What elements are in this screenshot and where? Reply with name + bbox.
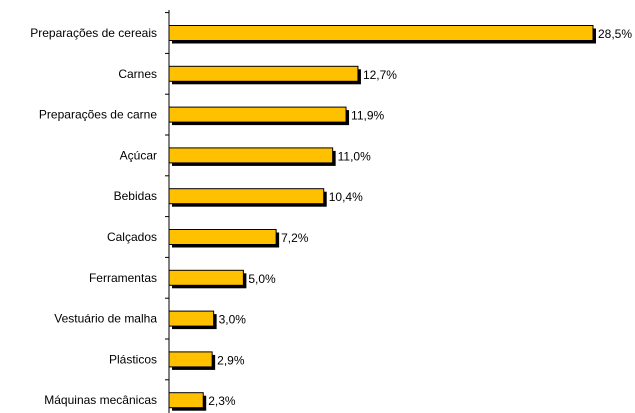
- data-label: 2,3%: [208, 394, 236, 408]
- bar: [168, 147, 334, 164]
- data-label: 5,0%: [248, 272, 276, 286]
- category-label: Plásticos: [109, 352, 157, 366]
- category-label: Calçados: [107, 230, 157, 244]
- bars-group: [168, 25, 596, 411]
- category-label: Vestuário de malha: [54, 312, 157, 326]
- bar: [168, 269, 244, 286]
- category-labels-group: Preparações de cereais Carnes Preparações …: [30, 26, 157, 407]
- data-label: 12,7%: [363, 68, 397, 82]
- data-label: 28,5%: [598, 27, 632, 41]
- category-label: Máquinas mecânicas: [44, 393, 157, 407]
- category-label: Preparações de cereais: [30, 26, 157, 40]
- data-label: 10,4%: [329, 190, 363, 204]
- category-label: Carnes: [118, 67, 157, 81]
- category-label: Açúcar: [120, 148, 157, 162]
- bar: [168, 310, 215, 327]
- bar: [168, 229, 277, 245]
- category-axis-ticks: [165, 12, 169, 381]
- category-label: Bebidas: [114, 189, 157, 203]
- bar: [168, 188, 325, 205]
- data-label: 7,2%: [281, 231, 309, 245]
- bar: [168, 106, 347, 123]
- data-label: 11,0%: [338, 149, 371, 163]
- category-label: Preparações de carne: [39, 108, 157, 122]
- bar: [168, 392, 204, 409]
- bar: [168, 351, 213, 368]
- category-label: Ferramentas: [89, 271, 157, 285]
- data-label: 2,9%: [217, 353, 245, 367]
- bar: [168, 25, 594, 41]
- data-label: 3,0%: [219, 313, 247, 327]
- data-label: 11,9%: [351, 109, 384, 123]
- data-labels-group: 28,5% 12,7% 11,9% 11,0% 10,4% 7,2% 5,0% 3,0% 2,9…: [208, 27, 632, 408]
- bar: [168, 65, 359, 82]
